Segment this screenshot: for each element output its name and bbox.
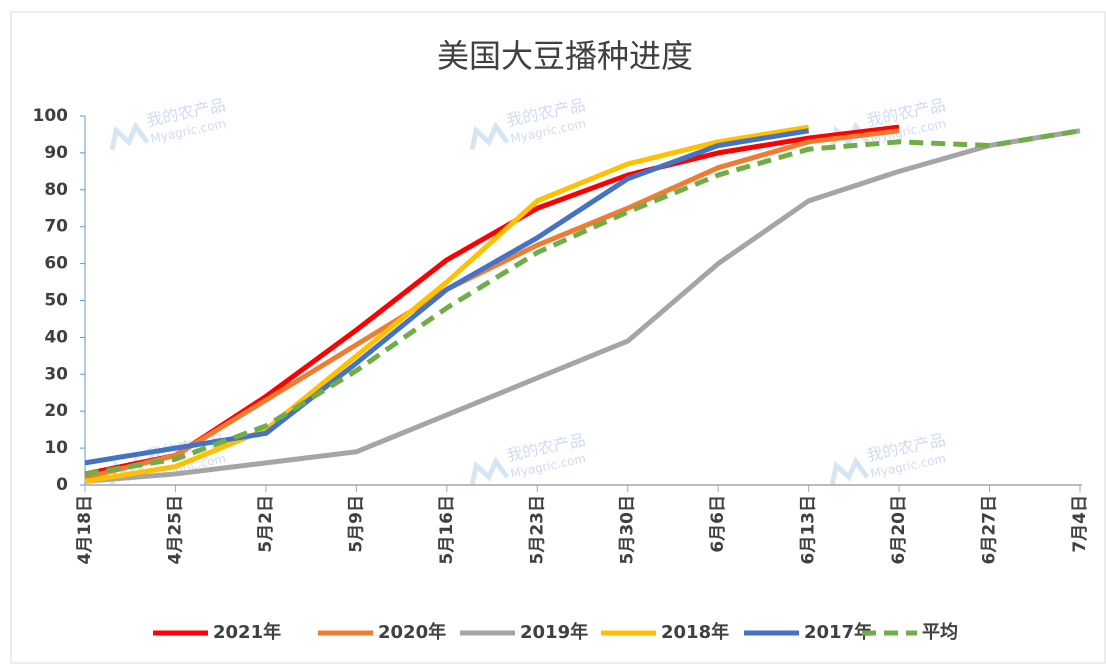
x-tick-label: 4月18日	[75, 495, 95, 565]
chart-border	[10, 11, 1106, 664]
x-tick-label: 6月6日	[708, 495, 728, 553]
y-tick-label: 90	[44, 143, 68, 163]
x-tick-label: 5月23日	[527, 495, 547, 565]
legend-label: 2020年	[378, 621, 446, 643]
legend-label: 2018年	[661, 621, 729, 643]
y-tick-label: 30	[44, 364, 68, 384]
watermark-logo	[469, 456, 510, 486]
y-tick-label: 60	[44, 254, 68, 274]
series-line	[84, 128, 810, 466]
y-tick-label: 50	[44, 291, 68, 311]
y-tick-label: 70	[44, 217, 68, 237]
x-tick-label: 6月27日	[980, 495, 1000, 565]
x-tick-label: 7月4日	[1070, 495, 1090, 553]
y-tick-label: 40	[44, 327, 68, 347]
x-tick-label: 6月13日	[799, 495, 819, 565]
watermark-logo	[829, 456, 870, 486]
x-tick-label: 5月9日	[346, 495, 366, 553]
x-tick-label: 5月16日	[437, 495, 457, 565]
series-line	[84, 128, 900, 481]
x-tick-label: 5月2日	[256, 495, 276, 553]
chart-title: 美国大豆播种进度	[437, 37, 693, 75]
legend-label: 2021年	[213, 621, 281, 643]
y-tick-label: 100	[33, 106, 69, 126]
y-tick-label: 80	[44, 180, 68, 200]
series-line	[84, 128, 1081, 477]
series-line	[84, 128, 1081, 484]
x-tick-label: 4月25日	[165, 495, 185, 565]
legend-label: 2017年	[804, 621, 872, 643]
y-tick-label: 20	[44, 401, 68, 421]
y-tick-label: 10	[44, 438, 68, 458]
watermark-logo	[109, 121, 150, 151]
legend-label: 平均	[922, 621, 958, 643]
y-tick-label: 0	[56, 475, 68, 495]
x-tick-label: 5月30日	[618, 495, 638, 565]
legend-label: 2019年	[520, 621, 588, 643]
x-tick-label: 6月20日	[889, 495, 909, 565]
watermark-logo	[469, 121, 510, 151]
series-line	[84, 124, 810, 484]
